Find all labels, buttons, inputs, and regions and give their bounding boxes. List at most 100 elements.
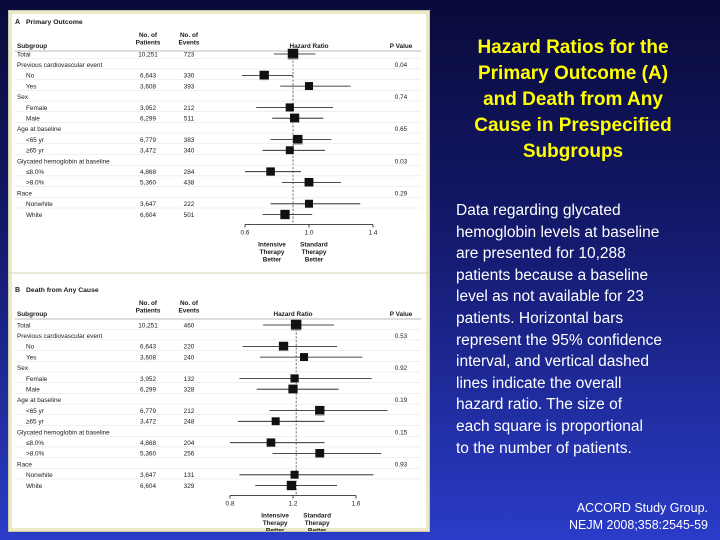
panel-a-row-label: Nonwhite [26,201,53,208]
panel-b-hr-square [315,448,325,458]
panel-a-row-events: 511 [184,116,195,123]
panel-b-row-events: 256 [184,451,195,458]
slide-description: Data regarding glycated hemoglobin level… [456,202,662,457]
panel-a-hr-square [293,134,303,145]
panel-a-row-patients: 6,643 [140,73,156,80]
panel-b-hr-square [288,384,298,394]
panel-b-hr-square [266,438,276,448]
forest-plot-panel: A Primary Outcome Subgroup No. of Patients No… [8,10,430,532]
panel-b-row-patients: 4,868 [140,440,156,447]
panel-a-row-events: 340 [184,148,195,155]
panel-b-row-patients: 5,360 [140,451,156,458]
panel-a-hr-square [285,146,294,155]
panel-b-letter: B [15,287,20,294]
panel-b-row-p-value: 0.15 [395,429,408,436]
panel-b-col-events: No. of Events [179,300,200,315]
panel-b-row-label: Previous cardiovascular event [17,333,102,340]
panel-a-x-tick-label: 1.4 [369,230,378,237]
panel-b-row-label: White [26,483,43,490]
panel-b-row-p-value: 0.93 [395,461,408,468]
panel-b-right-favors-label: Standard Therapy Better [303,513,331,532]
panel-b-x-tick-label: 1.2 [289,501,298,508]
panel-a-row-label: Race [17,190,32,197]
panel-b-x-tick-label: 0.8 [226,501,235,508]
panel-a-row-label: <65 yr [26,137,45,144]
panel-b-row-events: 460 [184,322,195,329]
panel-a-hr-square [287,48,299,60]
panel-a-row-events: 383 [184,137,195,144]
panel-b-row-label: Male [26,387,40,394]
panel-a-x-tick-label: 1.0 [305,230,314,237]
panel-b-row-patients: 3,952 [140,376,156,383]
panel-b-row-label: Yes [26,354,36,361]
panel-b-row-label: >8.0% [26,451,45,458]
panel-a-row-label: Male [26,116,40,123]
panel-b-row-p-value: 0.92 [395,365,408,372]
panel-a-title: Primary Outcome [26,19,83,26]
panel-b-row-patients: 6,604 [140,483,156,490]
panel-a-row-patients: 3,952 [140,105,156,112]
panel-a-hr-square [289,113,300,123]
panel-b-left-favors-label: Intensive Therapy Better [261,513,289,532]
panel-a-col-patients: No. of Patients [136,32,161,47]
panel-a-row-p-value: 0.04 [395,62,408,69]
panel-b-row-events: 248 [184,419,195,426]
panel-a-row-patients: 6,299 [140,116,156,123]
panel-b-hr-square [290,319,302,331]
panel-b-row-events: 131 [184,472,195,479]
panel-b-row-label: Female [26,376,48,383]
panel-a-col-events: No. of Events [179,32,200,47]
panel-a-letter: A [15,19,20,26]
panel-a-row-label: Total [17,51,31,58]
panel-b-hr-square [299,353,309,362]
panel-b-row-patients: 3,608 [140,354,156,361]
panel-a-row-patients: 5,360 [140,180,156,187]
panel-a-hr-square [259,70,269,81]
panel-b-hr-square [286,480,297,491]
panel-b-row-label: Total [17,322,31,329]
panel-a-row-label: White [26,212,43,219]
panel-a-row-events: 501 [184,212,195,219]
panel-b-row-events: 212 [184,408,195,415]
panel-a-row-label: Female [26,105,48,112]
panel-b-row-events: 204 [184,440,195,447]
panel-a-row-label: No [26,73,35,80]
panel-b-row-events: 220 [184,344,195,351]
panel-b-row-events: 240 [184,354,195,361]
panel-a-row-events: 222 [184,201,195,208]
panel-b-col-hazard-ratio: Hazard Ratio [273,311,312,318]
panel-b-col-subgroup: Subgroup [17,311,47,318]
panel-a-row-patients: 4,868 [140,169,156,176]
panel-b-hr-square [278,341,289,352]
panel-a-row-patients: 6,779 [140,137,156,144]
panel-a-hr-square [304,177,314,187]
panel-a-row-label: Yes [26,83,36,90]
panel-b-row-patients: 6,643 [140,344,156,351]
panel-b-row-p-value: 0.19 [395,397,408,404]
panel-a-row-label: Glycated hemoglobin at baseline [17,158,110,165]
panel-a-row-p-value: 0.29 [395,190,408,197]
panel-b-row-label: ≥65 yr [26,419,45,426]
panel-b-row-patients: 3,647 [140,472,156,479]
panel-a-row-events: 438 [184,180,195,187]
panel-a-row-p-value: 0.03 [395,158,408,165]
panel-b-row-p-value: 0.53 [395,333,408,340]
panel-a-row-patients: 6,604 [140,212,156,219]
panel-b-row-label: No [26,344,35,351]
panel-b-row-label: Glycated hemoglobin at baseline [17,429,110,436]
panel-a-row-p-value: 0.65 [395,126,408,133]
panel-b-row-patients: 6,779 [140,408,156,415]
slide-citation: ACCORD Study Group. NEJM 2008;358:2545-5… [569,501,708,532]
panel-a-col-subgroup: Subgroup [17,43,47,50]
panel-a-col-p-value: P Value [390,43,413,50]
panel-a-right-favors-label: Standard Therapy Better [300,242,328,264]
panel-a-row-events: 330 [184,73,195,80]
panel-a-row-events: 393 [184,83,195,90]
panel-b-x-tick-label: 1.6 [352,501,361,508]
panel-a-row-patients: 3,608 [140,83,156,90]
panel-b-row-events: 329 [184,483,195,490]
panel-a-row-patients: 3,472 [140,148,156,155]
panel-b-title: Death from Any Cause [26,287,99,294]
panel-a-row-patients: 10,251 [138,51,158,58]
panel-b-hr-square [290,374,299,383]
